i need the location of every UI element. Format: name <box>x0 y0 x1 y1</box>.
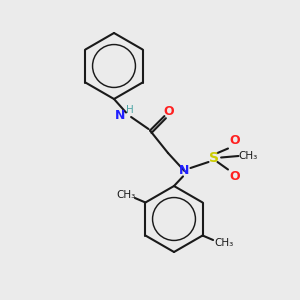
Text: O: O <box>164 105 174 118</box>
Text: O: O <box>229 134 240 148</box>
Text: S: S <box>209 151 220 164</box>
Text: CH₃: CH₃ <box>239 151 258 161</box>
Text: CH₃: CH₃ <box>214 238 233 248</box>
Text: CH₃: CH₃ <box>116 190 136 200</box>
Text: N: N <box>115 109 125 122</box>
Text: O: O <box>229 170 240 184</box>
Text: N: N <box>179 164 190 178</box>
Text: H: H <box>126 105 134 115</box>
